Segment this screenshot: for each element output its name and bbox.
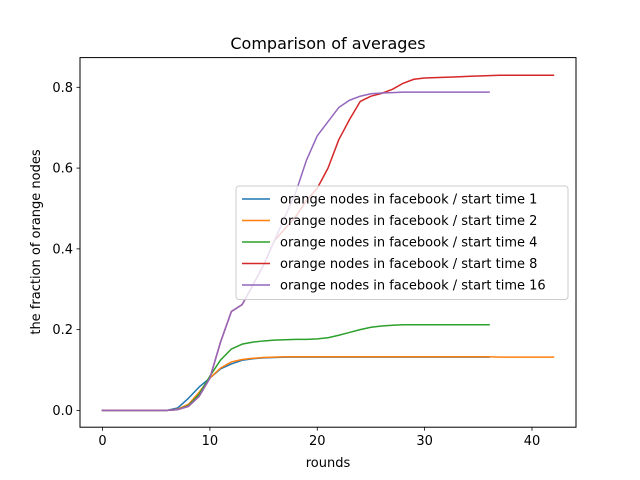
y-tick-label: 0.4 <box>52 242 73 257</box>
y-axis-label: the fraction of orange nodes <box>29 149 44 335</box>
legend-label-5: orange nodes in facebook / start time 16 <box>280 279 546 294</box>
x-tick-label: 20 <box>309 434 326 449</box>
x-axis-label: rounds <box>306 456 351 471</box>
legend-label-3: orange nodes in facebook / start time 4 <box>280 236 537 251</box>
y-tick-label: 0.2 <box>52 323 73 338</box>
y-axis-ticks: 0.0 0.2 0.4 0.6 0.8 <box>52 81 80 419</box>
x-tick-label: 10 <box>202 434 219 449</box>
series-layer <box>101 74 555 412</box>
x-tick-label: 0 <box>98 434 106 449</box>
y-tick-label: 0.0 <box>52 404 73 419</box>
plot-frame <box>79 57 577 428</box>
x-tick-label: 40 <box>524 434 541 449</box>
x-axis-ticks: 0 10 20 30 40 <box>98 427 540 449</box>
chart-title: Comparison of averages <box>230 34 425 53</box>
y-tick-label: 0.6 <box>52 162 73 177</box>
legend-label-4: orange nodes in facebook / start time 8 <box>280 257 537 272</box>
y-tick-label: 0.8 <box>52 81 73 96</box>
legend-label-2: orange nodes in facebook / start time 2 <box>280 214 537 229</box>
legend-label-1: orange nodes in facebook / start time 1 <box>280 193 537 208</box>
x-tick-label: 30 <box>416 434 433 449</box>
legend-box <box>235 185 569 300</box>
legend: orange nodes in facebook / start time 1 o… <box>235 185 569 300</box>
